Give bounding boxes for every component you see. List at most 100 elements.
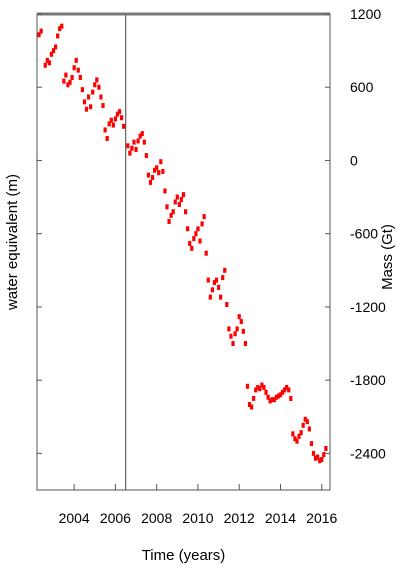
data-point [231, 341, 235, 347]
data-point [181, 192, 186, 198]
data-point [43, 62, 47, 68]
data-point [119, 115, 124, 121]
y-tick-label: 0 [350, 152, 358, 168]
data-point [216, 284, 221, 290]
data-point [132, 139, 136, 145]
data-point [299, 430, 303, 436]
data-point [301, 422, 305, 428]
data-point [39, 28, 43, 34]
data-point [91, 89, 95, 95]
data-point [146, 172, 151, 178]
x-axis-label: Time (years) [142, 547, 226, 564]
x-tick-label: 2012 [224, 510, 255, 526]
data-point [235, 326, 239, 332]
data-point [227, 326, 231, 332]
data-point [111, 122, 115, 128]
data-point [276, 393, 281, 399]
y-tick-label: -600 [350, 226, 378, 242]
data-point [208, 294, 212, 300]
y-tick-label: -2400 [350, 445, 386, 461]
data-point [206, 277, 210, 283]
data-point [188, 240, 192, 246]
data-point [241, 328, 245, 334]
data-point [268, 398, 272, 404]
data-point [283, 387, 287, 393]
data-point [167, 218, 171, 224]
data-point [117, 109, 122, 115]
data-point [49, 51, 54, 57]
x-tick-label: 2014 [265, 510, 296, 526]
data-point [101, 103, 105, 109]
data-point [303, 416, 307, 422]
data-point [260, 382, 264, 388]
data-point [270, 397, 274, 403]
data-point [225, 301, 229, 307]
data-point [295, 438, 299, 444]
data-point [128, 150, 132, 156]
data-point [93, 82, 97, 88]
x-tick-label: 2004 [59, 510, 90, 526]
data-point [221, 275, 225, 281]
data-point [153, 167, 157, 173]
data-point [140, 131, 144, 137]
data-point [243, 341, 248, 347]
y-tick-label: -1200 [350, 299, 386, 315]
data-point [266, 394, 270, 400]
data-point [254, 387, 258, 393]
right-y-axis-label: Mass (Gt) [379, 224, 396, 290]
data-point [37, 32, 41, 38]
data-point [196, 226, 200, 232]
data-point [161, 168, 165, 174]
data-point [60, 23, 64, 29]
data-point [70, 74, 74, 80]
data-point [138, 133, 142, 139]
y-tick-label: -1800 [350, 372, 386, 388]
data-point [136, 138, 140, 144]
data-point [287, 387, 291, 393]
data-point [175, 194, 179, 200]
data-point [82, 99, 87, 105]
data-point [214, 277, 219, 283]
data-point [109, 117, 113, 123]
plot-frame [36, 13, 331, 491]
data-point [148, 179, 153, 185]
data-point [155, 165, 159, 171]
data-point [159, 159, 163, 165]
data-point [237, 314, 241, 320]
data-point [163, 188, 167, 194]
data-point [280, 389, 285, 395]
data-point [134, 146, 138, 152]
data-point [78, 74, 82, 80]
data-point [68, 79, 72, 85]
data-point [177, 201, 181, 207]
data-point [80, 87, 84, 93]
data-point [157, 170, 161, 176]
data-point [126, 143, 130, 149]
data-point [212, 280, 217, 286]
data-point [107, 121, 111, 127]
y-tick-label: 1200 [350, 6, 381, 22]
data-point [320, 456, 324, 462]
data-point [233, 331, 237, 337]
left-y-axis-label: water equivalent (m) [4, 174, 21, 311]
data-point [247, 402, 252, 408]
data-point [293, 436, 297, 442]
data-point [105, 135, 109, 141]
data-point [229, 333, 233, 339]
data-point [186, 226, 190, 232]
data-point [89, 104, 93, 110]
data-point [252, 395, 256, 401]
data-points-layer [37, 23, 328, 464]
data-point [245, 383, 250, 389]
data-point [66, 82, 70, 88]
y-tick-label: 600 [350, 79, 374, 95]
data-point [313, 455, 318, 461]
data-point [144, 153, 148, 159]
data-point [204, 250, 208, 256]
data-point [173, 199, 177, 205]
data-point [192, 236, 196, 242]
data-point [311, 450, 316, 456]
data-point [165, 204, 169, 210]
data-point [47, 60, 51, 66]
